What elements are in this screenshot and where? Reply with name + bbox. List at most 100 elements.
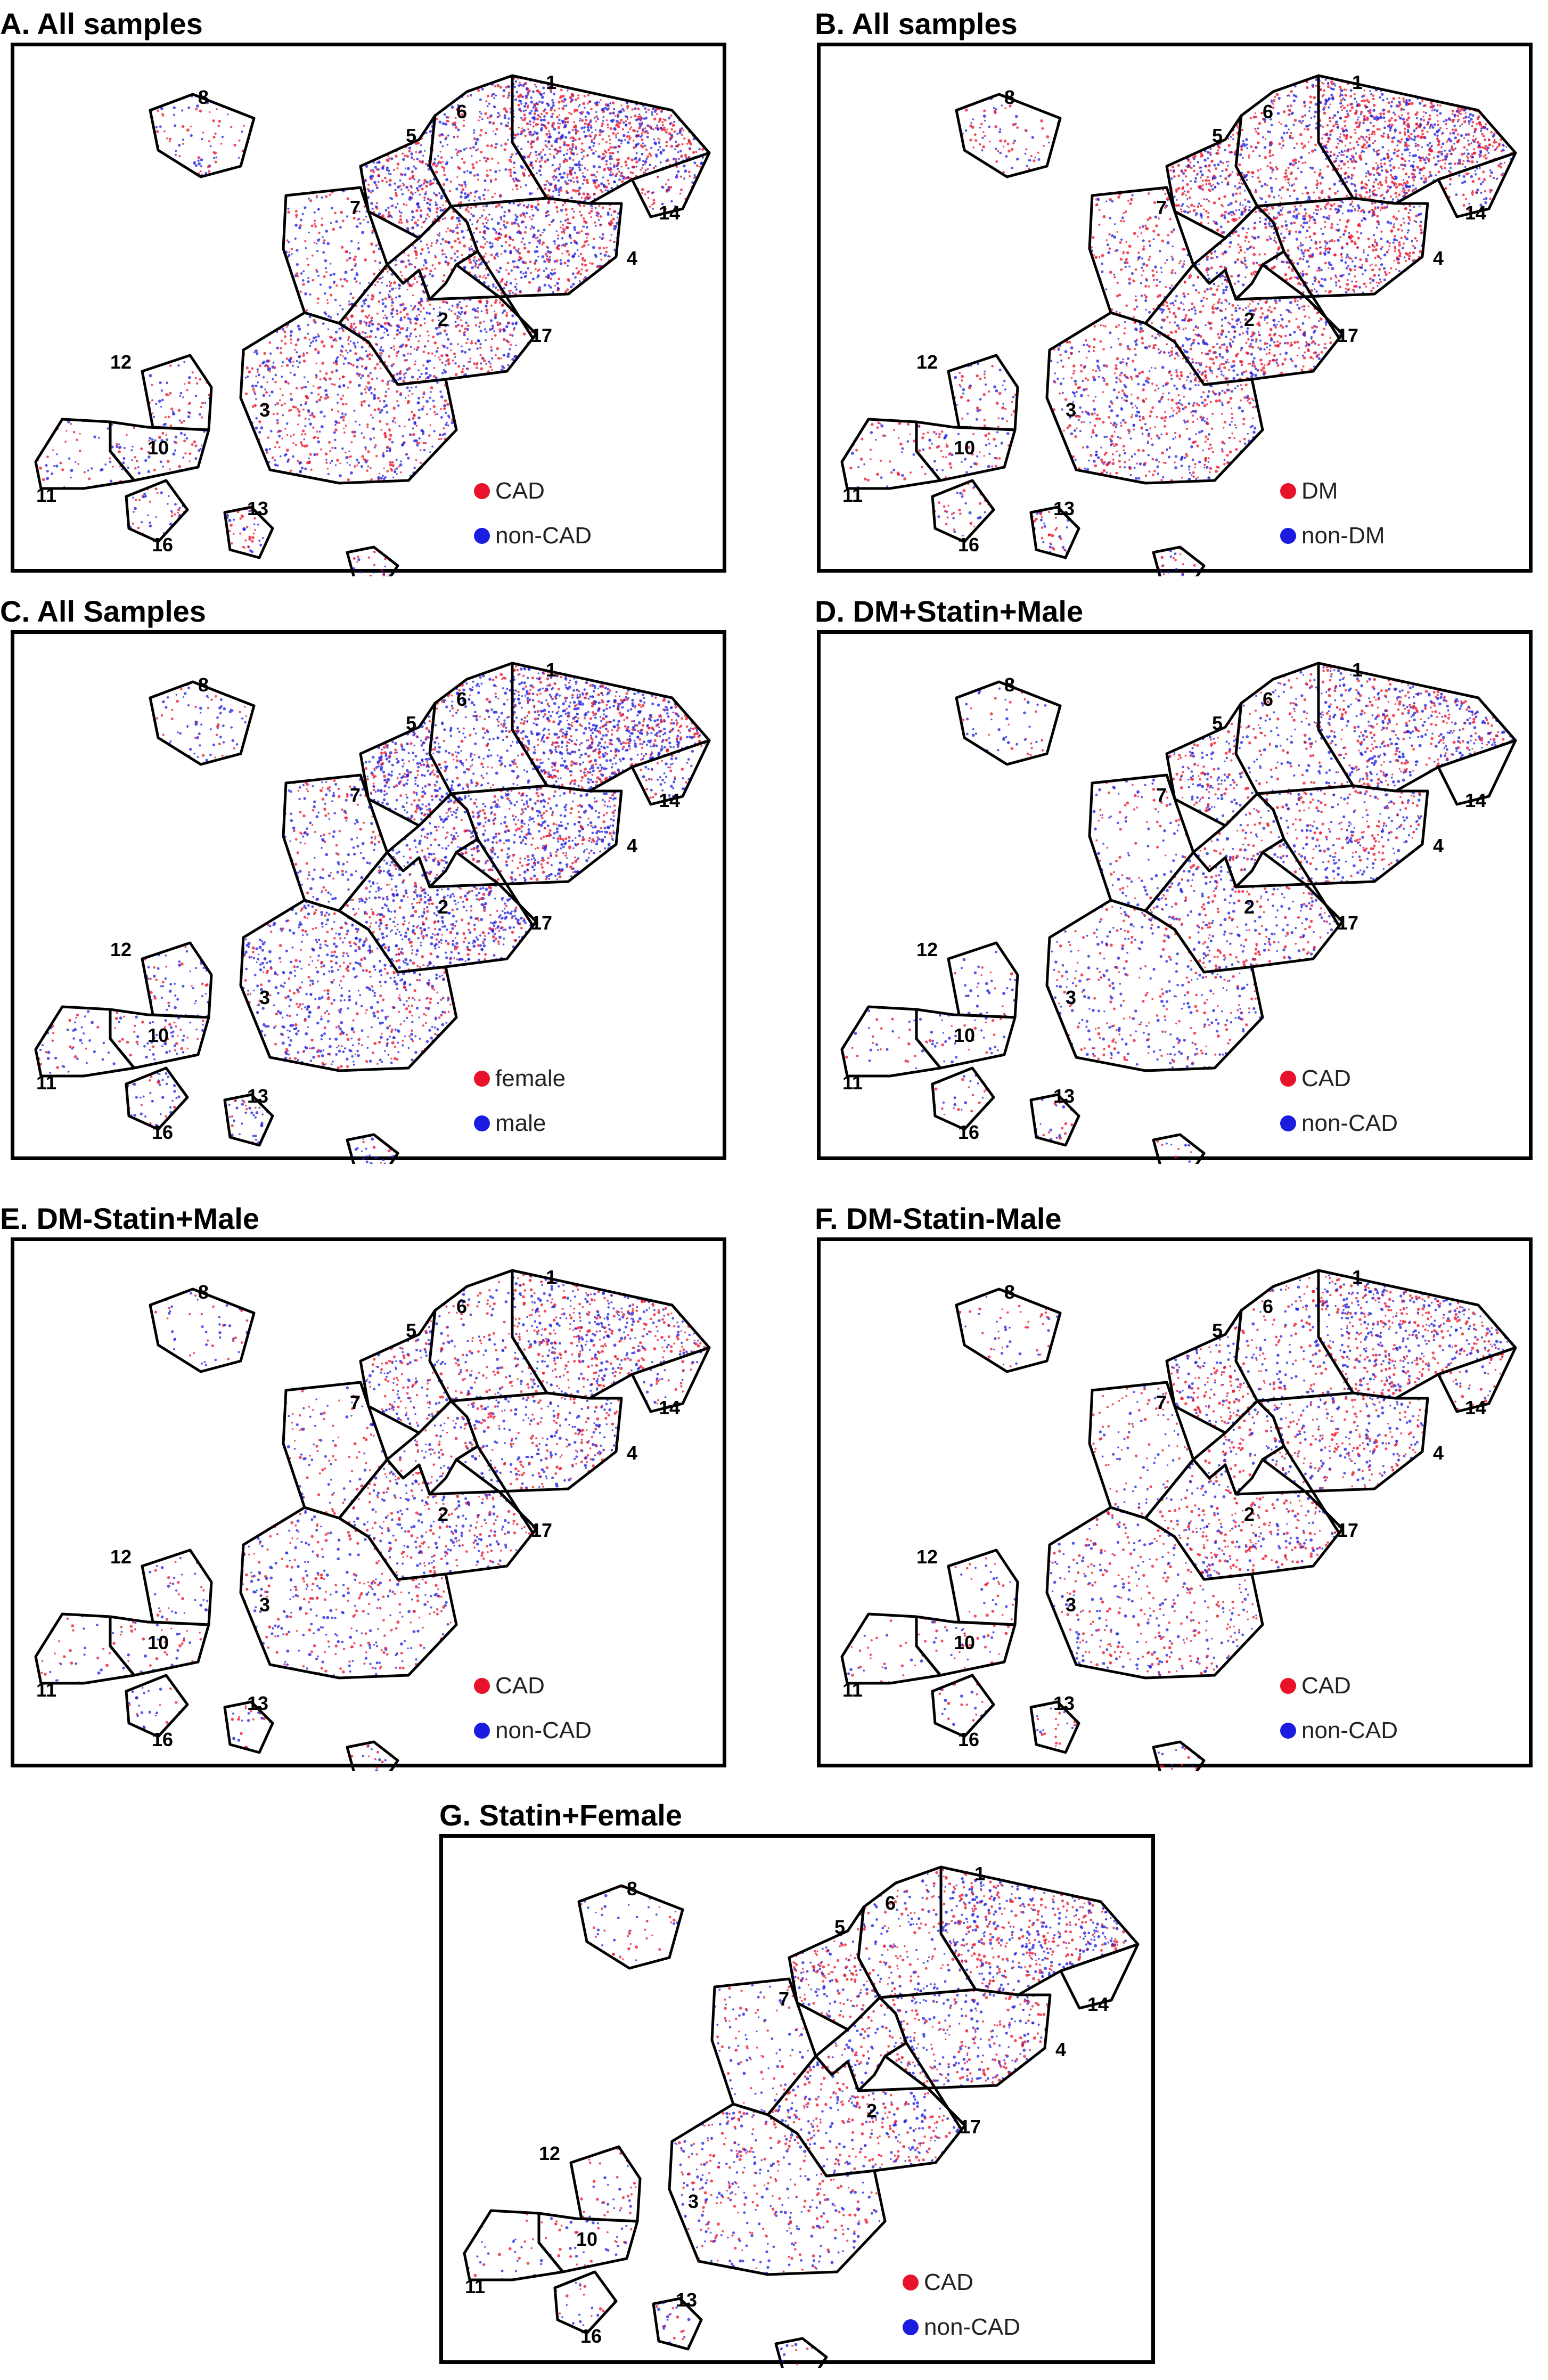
- cell-point: [346, 197, 349, 200]
- cell-point: [618, 170, 620, 173]
- cell-point: [395, 296, 398, 299]
- cell-point: [1391, 176, 1394, 180]
- cell-point: [576, 109, 579, 112]
- cluster-label-17: 17: [531, 324, 552, 346]
- cell-point: [488, 121, 492, 124]
- cell-point: [134, 467, 137, 470]
- cell-point: [1387, 110, 1390, 113]
- cell-point: [582, 192, 586, 195]
- cell-point: [553, 240, 556, 243]
- cell-point: [359, 571, 362, 574]
- cell-point: [645, 158, 648, 160]
- cell-point: [1379, 112, 1382, 115]
- cell-point: [255, 417, 258, 420]
- cell-point: [1363, 89, 1365, 92]
- cell-point: [281, 437, 283, 439]
- cell-point: [384, 327, 387, 330]
- cell-point: [1280, 335, 1283, 338]
- cell-point: [601, 233, 604, 236]
- cell-point: [644, 107, 646, 110]
- cell-point: [584, 122, 587, 126]
- cell-point: [422, 396, 424, 398]
- cell-point: [379, 400, 381, 402]
- cell-point: [492, 285, 495, 288]
- cell-point: [700, 161, 703, 165]
- cell-point: [1437, 151, 1440, 153]
- cell-point: [432, 177, 436, 181]
- cell-point: [611, 101, 615, 105]
- cell-point: [331, 408, 333, 411]
- cell-point: [301, 433, 304, 436]
- cell-point: [574, 189, 578, 193]
- cell-point: [429, 424, 431, 426]
- cell-point: [386, 422, 389, 426]
- cell-point: [568, 111, 571, 114]
- cell-point: [432, 162, 435, 166]
- cell-point: [305, 247, 307, 249]
- cell-point: [443, 329, 447, 333]
- cell-point: [340, 327, 344, 330]
- cell-point: [617, 158, 620, 161]
- cell-point: [512, 180, 515, 183]
- cell-point: [407, 167, 410, 170]
- cell-point: [361, 374, 364, 378]
- legend-dot-icon: [474, 483, 490, 499]
- cell-point: [621, 180, 624, 183]
- cell-point: [1453, 124, 1456, 127]
- cell-point: [255, 384, 258, 388]
- cell-point: [545, 180, 548, 183]
- cell-point: [1429, 171, 1431, 174]
- cell-point: [423, 258, 427, 262]
- cell-point: [399, 185, 402, 188]
- cell-point: [1350, 177, 1353, 180]
- cell-point: [1474, 127, 1477, 131]
- cell-point: [365, 324, 367, 327]
- cell-point: [1444, 155, 1447, 158]
- cell-point: [141, 521, 143, 524]
- cell-point: [495, 286, 497, 289]
- cell-point: [609, 102, 612, 104]
- cell-point: [547, 84, 550, 87]
- cell-point: [528, 133, 531, 136]
- cluster-label-12: 12: [110, 351, 132, 373]
- cell-point: [1347, 114, 1350, 117]
- cell-point: [294, 348, 296, 351]
- cell-point: [472, 307, 476, 311]
- legend-A: CAD non-CAD: [474, 469, 592, 558]
- cell-point: [1224, 308, 1227, 311]
- cell-point: [497, 323, 500, 327]
- cell-point: [302, 270, 305, 273]
- cell-point: [184, 452, 187, 455]
- cell-point: [1382, 112, 1386, 116]
- cell-point: [473, 232, 475, 234]
- cell-point: [465, 147, 468, 150]
- cell-point: [406, 327, 409, 329]
- cell-point: [109, 460, 112, 463]
- cell-point: [644, 193, 646, 195]
- cell-point: [590, 205, 593, 208]
- cell-point: [1325, 146, 1328, 150]
- cell-point: [1369, 90, 1371, 92]
- cell-point: [367, 388, 371, 392]
- cell-point: [556, 238, 559, 240]
- cell-point: [1339, 117, 1342, 120]
- cell-point: [1350, 154, 1354, 158]
- cell-point: [532, 125, 535, 128]
- cell-point: [349, 471, 353, 475]
- cell-point: [200, 405, 202, 409]
- cell-point: [1468, 143, 1471, 146]
- cell-point: [330, 222, 332, 224]
- cell-point: [472, 259, 475, 262]
- cell-point: [342, 355, 345, 357]
- cell-point: [1429, 101, 1433, 104]
- cell-point: [338, 337, 342, 340]
- cell-point: [343, 385, 346, 387]
- cell-point: [357, 384, 361, 387]
- cell-point: [590, 108, 593, 110]
- cell-point: [664, 126, 666, 128]
- cell-point: [559, 186, 562, 190]
- cell-point: [478, 258, 481, 262]
- cell-point: [431, 319, 434, 322]
- cell-point: [286, 434, 289, 436]
- cell-point: [622, 177, 625, 180]
